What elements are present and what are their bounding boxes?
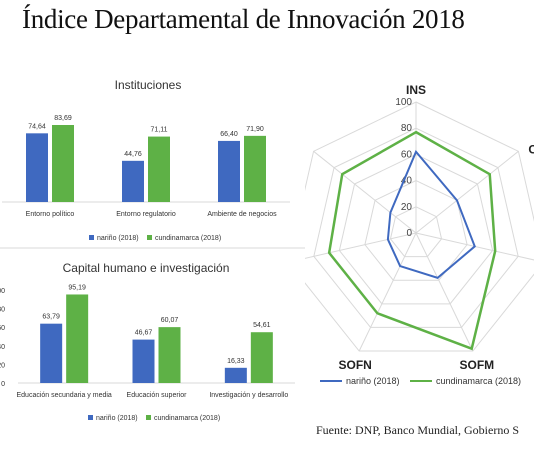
radar-chart: 100806040200INSCHIINSOFMSOFNPCTPCRnariño… (305, 83, 534, 386)
radar-tick-label: 20 (401, 202, 413, 213)
page-title: Índice Departamental de Innovación 2018 (22, 4, 465, 34)
legend-label: nariño (2018) (346, 376, 400, 386)
radar-spoke (415, 232, 534, 261)
radar-tick-label: 100 (395, 97, 412, 108)
data-label: 46,67 (135, 330, 153, 337)
data-label: 63,79 (42, 314, 60, 321)
bar-narino (132, 339, 155, 383)
bar-narino (122, 160, 144, 202)
bar-cundinamarca (148, 136, 170, 202)
chart-title: Instituciones (115, 78, 182, 92)
capital-humano-chart: Capital humano e investigación 100 80 60 40 2… (0, 261, 295, 422)
category-label: Entorno político (26, 211, 75, 218)
data-label: 16,33 (227, 358, 245, 365)
category-label: Investigación y desarrollo (209, 392, 288, 399)
bar-narino (26, 133, 48, 202)
bar-cundinamarca (250, 332, 273, 383)
legend-swatch (88, 415, 93, 420)
y-tick-label: 20 (0, 362, 5, 369)
y-tick-label: 80 (0, 307, 5, 314)
radar-tick-label: 60 (401, 149, 413, 160)
data-label: 54,61 (253, 322, 271, 329)
legend-label: cundinamarca (2018) (154, 415, 220, 422)
radar-axis-label: SOFM (460, 358, 495, 372)
radar-spoke (415, 150, 519, 234)
y-tick-label: 40 (0, 344, 5, 351)
radar-tick-label: 40 (401, 176, 413, 187)
legend-swatch (89, 235, 94, 240)
data-label: 74,64 (28, 123, 46, 130)
radar-grid-ring (305, 101, 534, 352)
bar-cundinamarca (158, 327, 181, 383)
legend-swatch (146, 415, 151, 420)
bar-cundinamarca (244, 135, 266, 202)
source-note: Fuente: DNP, Banco Mundial, Gobierno S (316, 423, 519, 437)
data-label: 66,40 (220, 131, 238, 138)
y-tick-label: 60 (0, 325, 5, 332)
radar-axis-label: CHI (528, 142, 534, 156)
chart-title: Capital humano e investigación (63, 261, 230, 275)
radar-spoke (358, 232, 417, 352)
bar-cundinamarca (66, 294, 89, 383)
capital-humano-panel: Capital humano e investigación 100 80 60 40 2… (0, 258, 305, 428)
data-label: 95,19 (68, 284, 86, 291)
instituciones-panel: Instituciones 74,64 83,69 Entorno político 4… (0, 70, 305, 250)
bar-narino (218, 140, 240, 202)
radar-tick-label: 0 (406, 228, 412, 239)
category-label: Educación superior (127, 392, 188, 399)
radar-axis-label: INS (406, 83, 426, 97)
radar-spoke (313, 150, 417, 234)
radar-grid-ring (364, 180, 468, 281)
data-label: 44,76 (124, 151, 142, 158)
radar-series-narino (386, 149, 476, 279)
y-tick-label: 0 (1, 381, 5, 388)
radar-panel: 100806040200INSCHIINSOFMSOFNPCTPCRnariño… (305, 70, 534, 400)
radar-spoke (415, 232, 474, 352)
bar-cundinamarca (52, 125, 74, 202)
y-tick-label: 100 (0, 288, 5, 295)
radar-series-cundinamarca (327, 130, 497, 351)
category-label: Entorno regulatorio (116, 211, 176, 218)
legend-label: cundinamarca (2018) (436, 376, 521, 386)
radar-spoke (305, 232, 417, 259)
data-label: 71,11 (151, 127, 168, 134)
legend-label: nariño (2018) (96, 415, 138, 422)
radar-grid-ring (389, 206, 443, 258)
legend-label: nariño (2018) (97, 235, 139, 242)
bar-narino (224, 367, 247, 383)
data-label: 60,07 (161, 317, 179, 324)
data-label: 71,90 (246, 126, 264, 133)
bar-narino (40, 323, 63, 383)
radar-grid-ring (338, 153, 494, 305)
radar-tick-label: 80 (401, 123, 413, 134)
radar-axis-label: SOFN (338, 358, 371, 372)
data-label: 83,69 (54, 115, 72, 122)
legend-swatch (147, 235, 152, 240)
category-label: Educación secundaria y media (16, 392, 111, 399)
legend-label: cundinamarca (2018) (155, 235, 221, 242)
instituciones-chart: Instituciones 74,64 83,69 Entorno político 4… (0, 78, 305, 249)
category-label: Ambiente de negocios (207, 211, 277, 218)
